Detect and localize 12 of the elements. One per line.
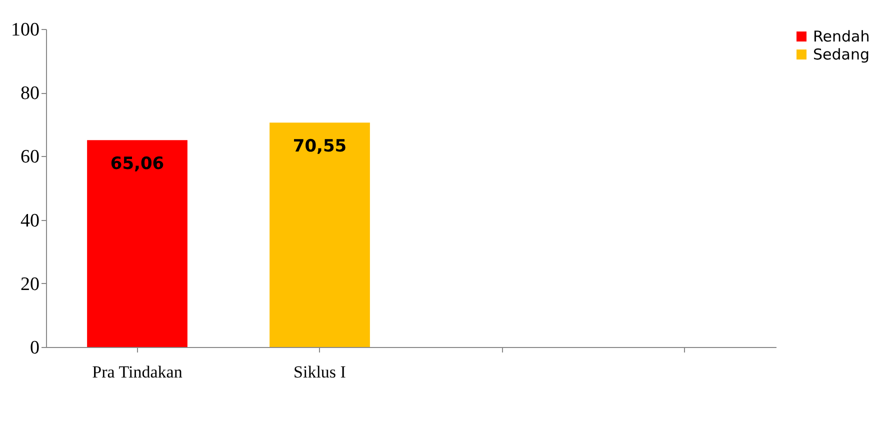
y-tick-label: 0 [30, 338, 40, 358]
data-label: 65,06 [110, 154, 164, 174]
legend-label: Sedang [813, 46, 870, 64]
y-tick-label: 100 [11, 20, 40, 40]
x-tick-label: Pra Tindakan [92, 362, 183, 382]
y-tick-label: 20 [20, 274, 40, 295]
x-tick-label: Siklus I [294, 362, 346, 382]
y-tick-label: 60 [20, 146, 40, 168]
legend-label: Rendah [813, 28, 870, 46]
y-tick-label: 80 [20, 83, 40, 104]
y-tick-label: 40 [20, 210, 40, 232]
data-label: 70,55 [292, 136, 347, 157]
